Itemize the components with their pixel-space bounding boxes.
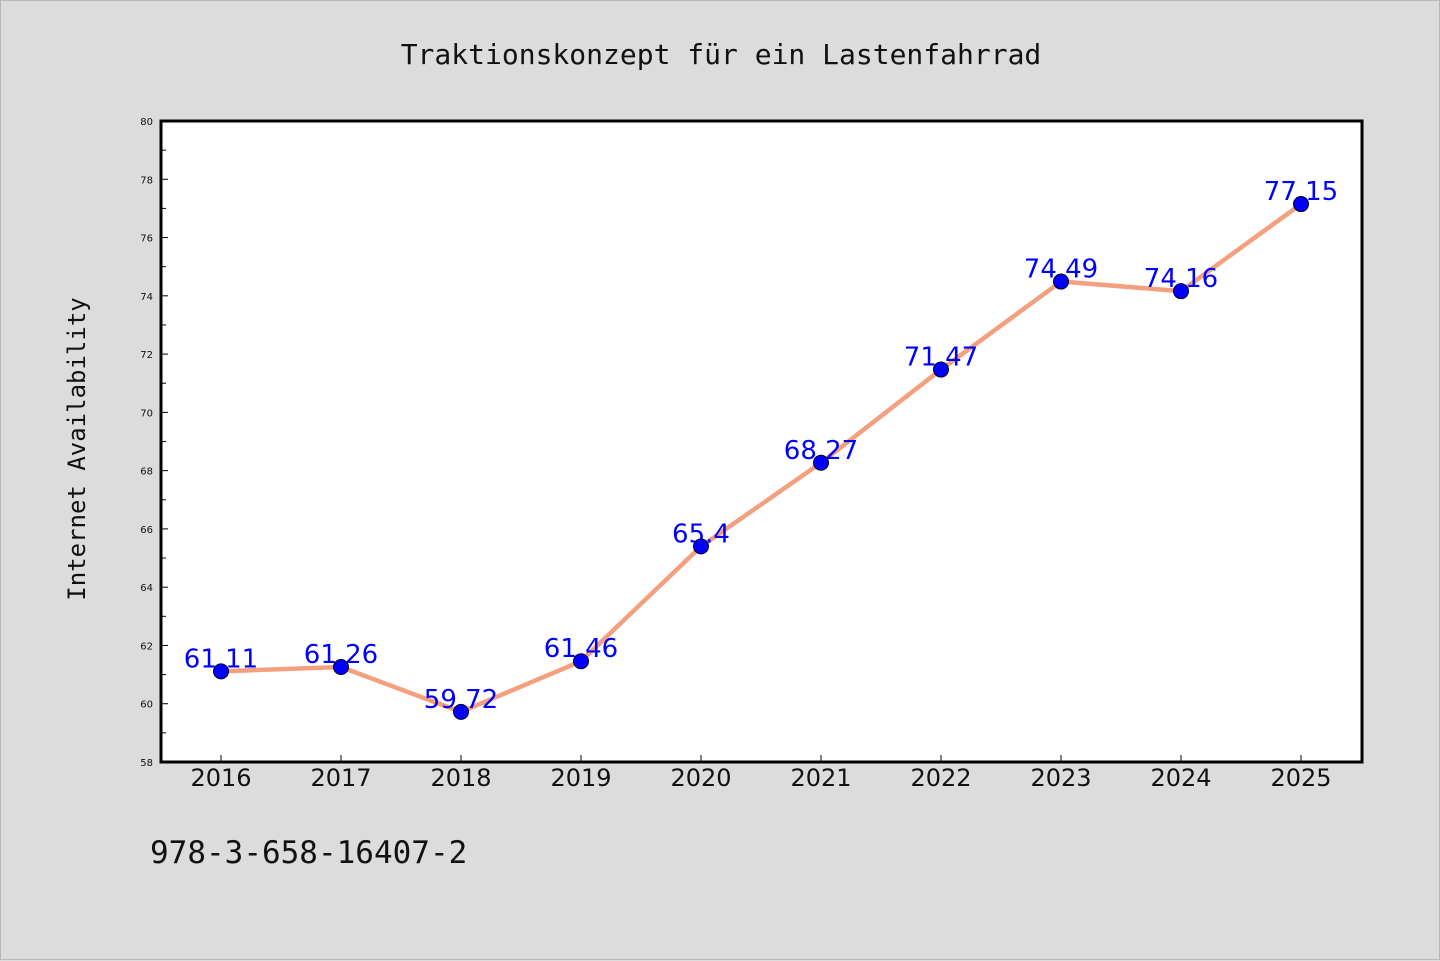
x-tick-label: 2023 [1030, 764, 1091, 792]
x-tick-label: 2021 [790, 764, 851, 792]
y-tick-label: 62 [140, 641, 153, 652]
x-tick-label: 2024 [1150, 764, 1211, 792]
data-point-marker [813, 454, 829, 471]
y-tick-label: 64 [140, 583, 153, 594]
y-tick-label: 70 [140, 408, 153, 419]
x-tick-label: 2022 [910, 764, 971, 792]
data-point-marker [333, 659, 349, 676]
chart-title: Traktionskonzept für ein Lastenfahrrad [401, 38, 1042, 71]
x-tick-label: 2020 [670, 764, 731, 792]
x-tick-label: 2016 [190, 764, 251, 792]
y-tick-label: 78 [140, 175, 153, 186]
y-axis-label: Internet Availability [63, 297, 91, 600]
data-point-marker [1053, 273, 1069, 290]
data-point-marker [453, 703, 469, 720]
x-tick-label: 2019 [550, 764, 611, 792]
y-tick-label: 68 [140, 467, 153, 478]
y-tick-label: 58 [140, 758, 153, 769]
y-tick-label: 72 [140, 350, 153, 361]
data-point-marker [693, 538, 709, 555]
plot-frame [159, 119, 1364, 764]
data-point-marker [213, 663, 229, 680]
x-tick-label: 2017 [310, 764, 371, 792]
data-point-marker [1293, 196, 1309, 213]
y-tick-label: 74 [140, 292, 153, 303]
y-tick-label: 76 [140, 234, 153, 245]
data-point-marker [573, 653, 589, 670]
data-point-marker [1173, 283, 1189, 300]
x-tick-label: 2025 [1270, 764, 1331, 792]
footnote-isbn: 978-3-658-16407-2 [150, 835, 468, 871]
x-tick-label: 2018 [430, 764, 491, 792]
data-point-marker [933, 361, 949, 378]
series-line [218, 201, 1304, 715]
x-axis-ticks: 2016 2017 2018 2019 2020 2021 2022 2023 2024 2025 [190, 755, 1332, 792]
plot-area [161, 121, 1362, 762]
y-tick-label: 80 [140, 117, 153, 128]
y-tick-label: 66 [140, 525, 153, 536]
y-tick-label: 60 [140, 700, 153, 711]
